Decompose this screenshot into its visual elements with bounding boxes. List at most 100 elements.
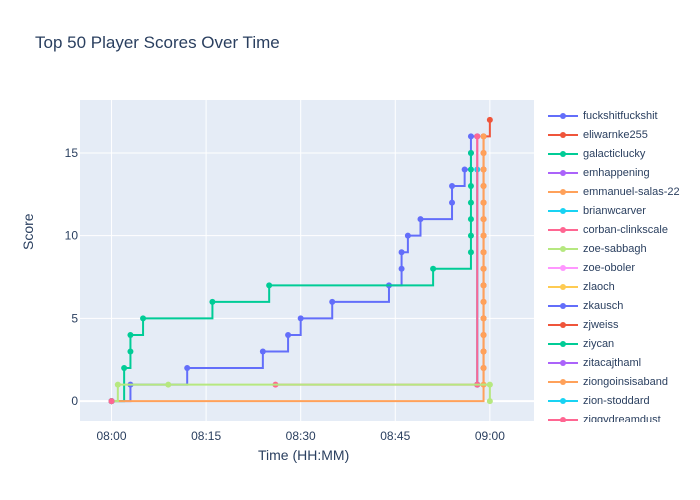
data-point[interactable] bbox=[480, 282, 487, 289]
x-tick-label: 08:00 bbox=[97, 429, 127, 443]
data-point[interactable] bbox=[480, 298, 487, 305]
data-point[interactable] bbox=[259, 348, 266, 355]
data-point[interactable] bbox=[467, 199, 474, 206]
legend-marker bbox=[560, 378, 566, 385]
legend-swatch bbox=[548, 148, 578, 160]
data-point[interactable] bbox=[480, 365, 487, 372]
data-point[interactable] bbox=[297, 315, 304, 322]
data-point[interactable] bbox=[461, 166, 468, 173]
y-tick-label: 10 bbox=[65, 229, 79, 243]
legend-marker bbox=[560, 131, 566, 138]
data-point[interactable] bbox=[467, 216, 474, 223]
data-point[interactable] bbox=[114, 381, 121, 388]
data-point[interactable] bbox=[127, 348, 134, 355]
data-point[interactable] bbox=[486, 398, 493, 405]
data-point[interactable] bbox=[474, 133, 481, 140]
legend-item[interactable]: fuckshitfuckshit bbox=[548, 106, 698, 125]
data-point[interactable] bbox=[467, 183, 474, 190]
data-point[interactable] bbox=[266, 282, 273, 289]
data-point[interactable] bbox=[467, 166, 474, 173]
legend-marker bbox=[560, 416, 566, 422]
legend-swatch bbox=[548, 281, 578, 293]
data-point[interactable] bbox=[480, 331, 487, 338]
data-point[interactable] bbox=[127, 331, 134, 338]
legend-item[interactable]: ziongoinsisaband bbox=[548, 372, 698, 391]
legend-item[interactable]: ziycan bbox=[548, 334, 698, 353]
data-point[interactable] bbox=[480, 348, 487, 355]
data-point[interactable] bbox=[417, 216, 424, 223]
legend-item[interactable]: eliwarnke255 bbox=[548, 125, 698, 144]
legend-item[interactable]: emhappening bbox=[548, 163, 698, 182]
plot-background bbox=[80, 100, 534, 421]
data-point[interactable] bbox=[480, 249, 487, 256]
data-point[interactable] bbox=[467, 232, 474, 239]
legend-swatch bbox=[548, 262, 578, 274]
data-point[interactable] bbox=[404, 232, 411, 239]
x-axis-title: Time (HH:MM) bbox=[258, 447, 350, 463]
data-point[interactable] bbox=[430, 265, 437, 272]
data-point[interactable] bbox=[108, 398, 115, 405]
legend-swatch bbox=[548, 376, 578, 388]
data-point[interactable] bbox=[480, 183, 487, 190]
legend-item[interactable]: zlaoch bbox=[548, 277, 698, 296]
data-point[interactable] bbox=[467, 149, 474, 156]
legend-label: galacticlucky bbox=[583, 147, 646, 160]
data-point[interactable] bbox=[398, 265, 405, 272]
data-point[interactable] bbox=[165, 381, 172, 388]
data-point[interactable] bbox=[486, 116, 493, 123]
legend-marker bbox=[560, 302, 566, 309]
data-point[interactable] bbox=[480, 216, 487, 223]
data-point[interactable] bbox=[480, 315, 487, 322]
legend-marker bbox=[560, 226, 566, 233]
data-point[interactable] bbox=[449, 183, 456, 190]
legend-item[interactable]: emmanuel-salas-22 bbox=[548, 182, 698, 201]
data-point[interactable] bbox=[480, 199, 487, 206]
legend-item[interactable]: galacticlucky bbox=[548, 144, 698, 163]
data-point[interactable] bbox=[329, 298, 336, 305]
legend-marker bbox=[560, 264, 566, 271]
data-point[interactable] bbox=[209, 298, 216, 305]
data-point[interactable] bbox=[480, 133, 487, 140]
legend-marker bbox=[560, 188, 566, 195]
legend-label: zitacajthaml bbox=[583, 356, 642, 369]
data-point[interactable] bbox=[184, 365, 191, 372]
legend-item[interactable]: zitacajthaml bbox=[548, 353, 698, 372]
data-point[interactable] bbox=[480, 166, 487, 173]
data-point[interactable] bbox=[467, 133, 474, 140]
legend-label: zjweiss bbox=[583, 318, 619, 331]
data-point[interactable] bbox=[480, 232, 487, 239]
legend-item[interactable]: zion-stoddard bbox=[548, 391, 698, 410]
legend-item[interactable]: ziggydreamdust bbox=[548, 410, 698, 422]
data-point[interactable] bbox=[467, 249, 474, 256]
legend-label: zlaoch bbox=[583, 280, 615, 293]
legend-item[interactable]: zjweiss bbox=[548, 315, 698, 334]
data-point[interactable] bbox=[486, 381, 493, 388]
data-point[interactable] bbox=[480, 265, 487, 272]
legend-item[interactable]: zoe-oboler bbox=[548, 258, 698, 277]
data-point[interactable] bbox=[121, 365, 128, 372]
series-ziggydreamdust[interactable] bbox=[108, 398, 115, 405]
y-tick-label: 0 bbox=[71, 394, 78, 408]
legend-label: ziggydreamdust bbox=[583, 413, 661, 423]
data-point[interactable] bbox=[398, 249, 405, 256]
legend-marker bbox=[560, 321, 566, 328]
data-point[interactable] bbox=[449, 199, 456, 206]
data-point[interactable] bbox=[285, 331, 292, 338]
legend-label: emhappening bbox=[583, 166, 650, 179]
legend-swatch bbox=[548, 243, 578, 255]
x-tick-label: 08:15 bbox=[191, 429, 221, 443]
y-tick-label: 5 bbox=[71, 311, 78, 325]
legend-marker bbox=[560, 397, 566, 404]
legend-swatch bbox=[548, 129, 578, 141]
series-line bbox=[111, 152, 472, 403]
legend-swatch bbox=[548, 300, 578, 312]
legend-item[interactable]: zoe-sabbagh bbox=[548, 239, 698, 258]
legend-item[interactable]: brianwcarver bbox=[548, 201, 698, 220]
chart-title: Top 50 Player Scores Over Time bbox=[35, 33, 280, 52]
data-point[interactable] bbox=[480, 149, 487, 156]
legend-item[interactable]: zkausch bbox=[548, 296, 698, 315]
data-point[interactable] bbox=[140, 315, 147, 322]
legend[interactable]: fuckshitfuckshit eliwarnke255 galacticluck… bbox=[548, 106, 698, 422]
legend-item[interactable]: corban-clinkscale bbox=[548, 220, 698, 239]
